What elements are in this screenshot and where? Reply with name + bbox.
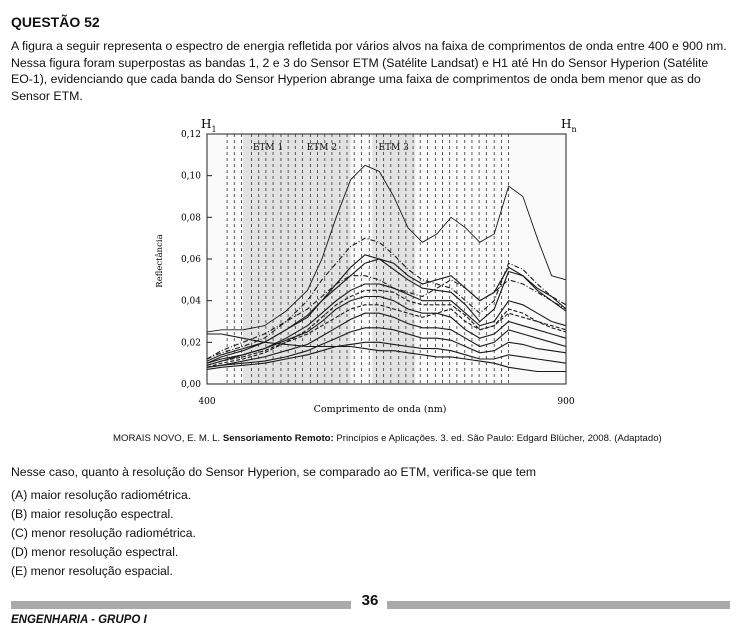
y-tick-label: 0,06 bbox=[181, 255, 201, 265]
reflectance-series-10 bbox=[206, 275, 567, 360]
reflectance-series-4 bbox=[206, 258, 567, 362]
citation-author: MORAIS NOVO, E. M. L. bbox=[113, 433, 221, 444]
reflectance-series-9 bbox=[206, 327, 567, 368]
citation-title: Sensoriamento Remoto: bbox=[222, 433, 334, 444]
etm-band-label-1: ETM 1 bbox=[253, 143, 283, 153]
reflectance-series-8 bbox=[206, 312, 567, 368]
option-d[interactable]: (D) menor resolução espectral. bbox=[11, 545, 179, 559]
x-tick-label: 400 bbox=[198, 397, 215, 407]
spectral-figure: ETM 1 ETM 2 ETM 3 0,00 0,02 0,04 0,06 0,08 0,10… bbox=[140, 110, 600, 420]
footer-group: ENGENHARIA - GRUPO I bbox=[11, 614, 147, 626]
citation: MORAIS NOVO, E. M. L. Sensoriamento Remo… bbox=[113, 433, 733, 444]
y-axis-label: Reflectância bbox=[154, 234, 165, 287]
reflectance-series-7 bbox=[206, 295, 567, 364]
etm-band-label-3: ETM 3 bbox=[378, 143, 409, 153]
y-tick-label: 0,00 bbox=[181, 380, 201, 390]
page-number: 36 bbox=[361, 592, 379, 609]
y-tick-label: 0,04 bbox=[181, 297, 201, 307]
reflectance-series-3 bbox=[206, 237, 567, 360]
option-e[interactable]: (E) menor resolução espacial. bbox=[11, 564, 173, 578]
y-tick-label: 0,08 bbox=[181, 213, 201, 223]
reflectance-series-12 bbox=[207, 333, 566, 373]
x-axis-label: Comprimento de onda (nm) bbox=[314, 404, 447, 415]
reflectance-series-13 bbox=[206, 341, 567, 370]
y-tick-label: 0,12 bbox=[181, 130, 201, 140]
option-a[interactable]: (A) maior resolução radiométrica. bbox=[11, 488, 192, 502]
option-c[interactable]: (C) menor resolução radiométrica. bbox=[11, 526, 196, 540]
x-tick-label: 900 bbox=[557, 397, 574, 407]
reflectance-chart: ETM 1 ETM 2 ETM 3 0,00 0,02 0,04 0,06 0,08 0,10… bbox=[154, 117, 577, 415]
footer-rule-right bbox=[387, 601, 730, 609]
footer-rule-left bbox=[11, 601, 351, 609]
answer-options: (A) maior resolução radiométrica. (B) ma… bbox=[11, 486, 196, 581]
option-b[interactable]: (B) maior resolução espectral. bbox=[11, 507, 174, 521]
etm-band-label-2: ETM 2 bbox=[307, 143, 337, 153]
citation-rest: Princípios e Aplicações. 3. ed. São Paul… bbox=[336, 433, 662, 444]
y-tick-label: 0,10 bbox=[181, 172, 201, 182]
question-stem: Nesse caso, quanto à resolução do Sensor… bbox=[11, 465, 537, 479]
reflectance-series-5 bbox=[206, 283, 567, 366]
hyperion-first-label: H1 bbox=[201, 117, 217, 134]
y-tick-label: 0,02 bbox=[181, 338, 201, 348]
hyperion-last-label: Hn bbox=[561, 117, 577, 134]
question-intro: A figura a seguir representa o espectro … bbox=[11, 39, 727, 103]
question-title: QUESTÃO 52 bbox=[11, 14, 100, 30]
reflectance-series-1 bbox=[206, 164, 567, 333]
